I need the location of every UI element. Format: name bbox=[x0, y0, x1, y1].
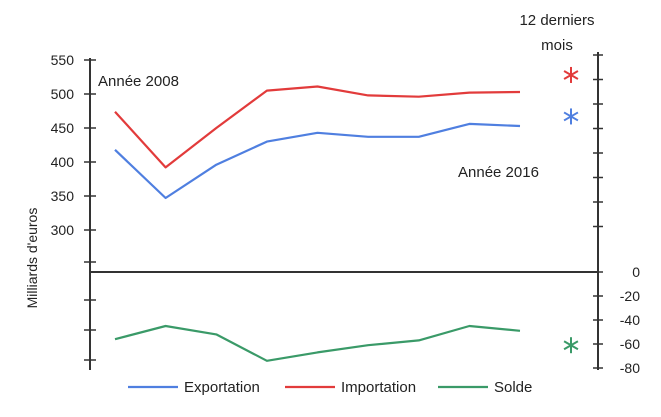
legend: Exportation Importation Solde bbox=[128, 379, 532, 396]
legend-label: Solde bbox=[494, 379, 532, 396]
left-tick-label: 500 bbox=[51, 86, 75, 102]
left-tick-label: 550 bbox=[51, 52, 75, 68]
legend-label: Importation bbox=[341, 379, 416, 396]
series-lines bbox=[114, 85, 521, 362]
annotation-last12-line1: 12 derniers bbox=[519, 12, 594, 29]
left-tick-label: 300 bbox=[51, 222, 75, 238]
legend-item-importation: Importation bbox=[285, 379, 416, 396]
legend-label: Exportation bbox=[184, 379, 260, 396]
left-tick-label: 350 bbox=[51, 188, 75, 204]
y-axis-label: Milliards d'euros bbox=[24, 208, 40, 309]
marker-exportation bbox=[563, 108, 579, 125]
right-tick-label: -20 bbox=[620, 288, 640, 304]
annotation-start-year: Année 2008 bbox=[98, 73, 179, 90]
annotation-last12-line2: mois bbox=[541, 37, 573, 54]
legend-item-exportation: Exportation bbox=[128, 379, 260, 396]
series-line-exportation bbox=[114, 122, 521, 200]
left-tick-label: 450 bbox=[51, 120, 75, 136]
tick-labels: 300 350 400 450 500 550 0 -20 -40 -60 -80 bbox=[51, 52, 641, 376]
left-tick-label: 400 bbox=[51, 154, 75, 170]
marker-importation bbox=[563, 66, 579, 83]
right-tick-label: -80 bbox=[620, 360, 640, 376]
twelve-month-markers bbox=[563, 66, 579, 354]
legend-item-solde: Solde bbox=[438, 379, 532, 396]
marker-solde bbox=[563, 337, 579, 354]
annotation-end-year: Année 2016 bbox=[458, 164, 539, 181]
series-line-importation bbox=[114, 85, 521, 169]
right-tick-label: 0 bbox=[632, 264, 640, 280]
right-tick-label: -40 bbox=[620, 312, 640, 328]
series-line-solde bbox=[114, 324, 521, 362]
axes bbox=[84, 52, 603, 370]
right-tick-label: -60 bbox=[620, 336, 640, 352]
